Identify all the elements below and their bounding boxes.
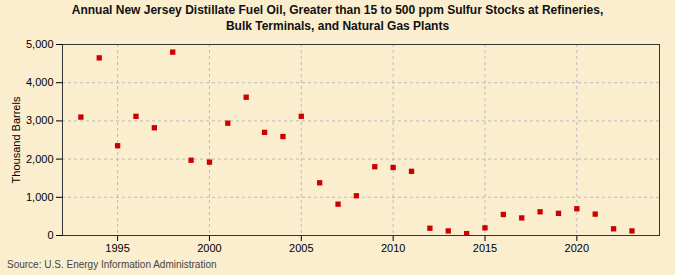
svg-text:0: 0 — [47, 229, 53, 241]
svg-text:2000: 2000 — [197, 242, 221, 254]
svg-text:Thousand Barrels: Thousand Barrels — [10, 96, 22, 183]
svg-text:1995: 1995 — [105, 242, 129, 254]
svg-text:2,000: 2,000 — [26, 153, 54, 165]
svg-text:2005: 2005 — [289, 242, 313, 254]
svg-text:1,000: 1,000 — [26, 191, 54, 203]
svg-text:3,000: 3,000 — [26, 115, 54, 127]
svg-text:2015: 2015 — [473, 242, 497, 254]
svg-text:2010: 2010 — [381, 242, 405, 254]
svg-text:5,000: 5,000 — [26, 38, 54, 50]
svg-text:4,000: 4,000 — [26, 76, 54, 88]
html-text:Annual New Jersey Distillate F: Annual New Jersey Distillate Fuel Oil, G… — [71, 3, 604, 33]
html-text:Source: U.S. Energy Informatio: Source: U.S. Energy Information Administ… — [7, 259, 217, 271]
svg-text:2020: 2020 — [565, 242, 589, 254]
